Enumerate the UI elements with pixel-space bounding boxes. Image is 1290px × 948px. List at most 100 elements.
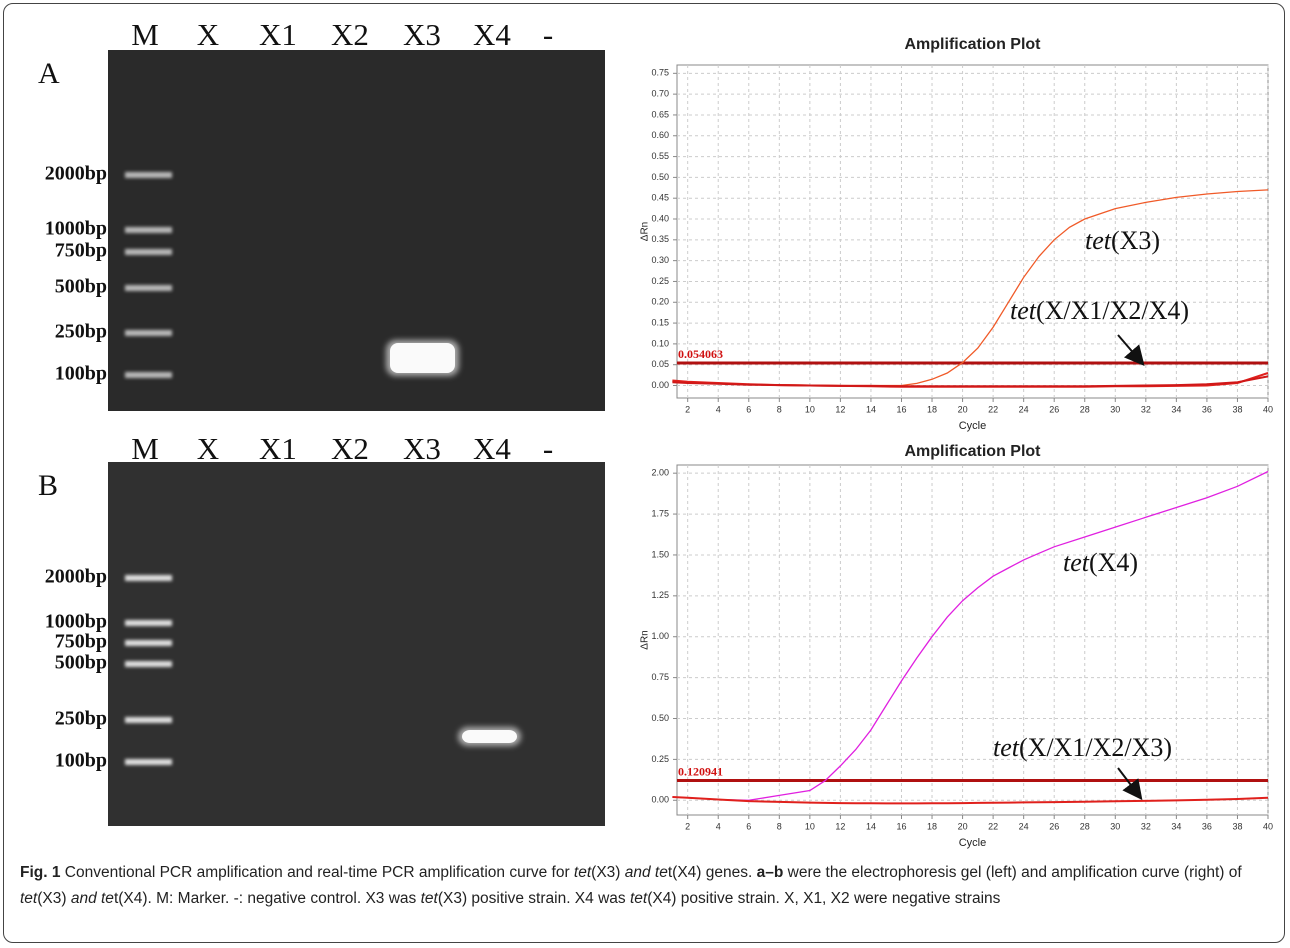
x-tick-label: 36 [1202, 404, 1212, 414]
size-label: 1000bp [45, 611, 107, 633]
ladder-band [125, 227, 172, 233]
caption-text: t(X4) genes. [668, 864, 757, 881]
size-label: 750bp [55, 631, 107, 653]
chart-title: Amplification Plot [905, 36, 1042, 53]
y-tick-label: 0.75 [651, 672, 669, 682]
y-tick-label: 1.50 [651, 549, 669, 559]
ladder-band [125, 372, 172, 378]
y-axis-label: ΔRn [640, 630, 651, 649]
caption-text: (X3) [591, 864, 625, 881]
ladder-band [125, 172, 172, 178]
caption-text: tet [574, 864, 591, 881]
size-label: 1000bp [45, 218, 107, 240]
x-tick-label: 40 [1263, 821, 1273, 831]
caption-text: and te [71, 890, 114, 907]
gel-image [108, 462, 605, 826]
x-tick-label: 24 [1019, 404, 1029, 414]
annotation-target: (X3) [1111, 226, 1160, 255]
annotation-gene: tet [1063, 548, 1090, 577]
annotation-gene: tet [1085, 226, 1112, 255]
x-tick-label: 6 [746, 821, 751, 831]
dna-band [462, 730, 517, 743]
ladder-band [125, 640, 172, 646]
lane-label: - [543, 17, 553, 52]
x-tick-label: 24 [1019, 821, 1029, 831]
lane-label: X1 [259, 17, 297, 52]
y-tick-label: 0.35 [651, 234, 669, 244]
x-tick-label: 12 [835, 404, 845, 414]
x-tick-label: 12 [835, 821, 845, 831]
y-tick-label: 0.70 [651, 89, 669, 99]
x-tick-label: 30 [1110, 821, 1120, 831]
ladder-band [125, 285, 172, 291]
annotation-target: (X4) [1089, 548, 1138, 577]
y-tick-label: 0.30 [651, 255, 669, 265]
caption-text: tet [20, 890, 37, 907]
lane-label: X [197, 431, 219, 466]
ladder-band [125, 717, 172, 723]
x-tick-label: 32 [1141, 821, 1151, 831]
annotation-target: (X/X1/X2/X3) [1019, 733, 1172, 762]
x-tick-label: 2 [685, 404, 690, 414]
size-label: 2000bp [45, 163, 107, 185]
x-tick-label: 2 [685, 821, 690, 831]
annotation: tet(X4) [1063, 548, 1138, 577]
y-tick-label: 0.40 [651, 213, 669, 223]
x-tick-label: 34 [1171, 404, 1181, 414]
dna-band [390, 343, 455, 373]
y-tick-label: 0.20 [651, 297, 669, 307]
chart-title: Amplification Plot [905, 443, 1042, 460]
x-tick-label: 32 [1141, 404, 1151, 414]
caption-text: and te [625, 864, 668, 881]
x-tick-label: 22 [988, 404, 998, 414]
x-tick-label: 40 [1263, 404, 1273, 414]
x-tick-label: 6 [746, 404, 751, 414]
y-tick-label: 0.05 [651, 359, 669, 369]
ladder-band [125, 759, 172, 765]
y-tick-label: 0.25 [651, 276, 669, 286]
annotation: tet(X/X1/X2/X3) [993, 733, 1172, 762]
lane-label: X3 [403, 17, 441, 52]
gel-image [108, 50, 605, 411]
lane-label: X1 [259, 431, 297, 466]
plot-area [677, 465, 1268, 815]
size-label: 100bp [55, 363, 107, 385]
x-tick-label: 22 [988, 821, 998, 831]
x-tick-label: 26 [1049, 821, 1059, 831]
caption-text: were the electrophoresis gel (left) and … [783, 864, 1241, 881]
annotation-gene: tet [993, 733, 1020, 762]
y-tick-label: 0.60 [651, 130, 669, 140]
lane-label: - [543, 431, 553, 466]
caption-text: t(X4). M: Marker. -: negative control. X… [114, 890, 421, 907]
caption-text: (X3) [37, 890, 71, 907]
x-tick-label: 8 [777, 821, 782, 831]
caption-text: (X3) positive strain. X4 was [438, 890, 630, 907]
y-tick-label: 0.15 [651, 317, 669, 327]
x-tick-label: 14 [866, 821, 876, 831]
x-tick-label: 36 [1202, 821, 1212, 831]
caption-text: Conventional PCR amplification and real-… [60, 864, 573, 881]
caption-text: (X4) positive strain. X, X1, X2 were neg… [647, 890, 1000, 907]
lane-label: M [131, 17, 159, 52]
ladder-band [125, 249, 172, 255]
annotation: tet(X3) [1085, 226, 1160, 255]
y-tick-label: 0.00 [651, 380, 669, 390]
caption-text: a–b [757, 864, 784, 881]
x-tick-label: 8 [777, 404, 782, 414]
x-axis-label: Cycle [959, 420, 987, 432]
size-label: 500bp [55, 276, 107, 298]
x-tick-label: 20 [958, 404, 968, 414]
y-axis-label: ΔRn [640, 222, 651, 241]
annotation: tet(X/X1/X2/X4) [1010, 296, 1189, 325]
y-tick-label: 0.55 [651, 151, 669, 161]
lane-label: X2 [331, 17, 369, 52]
lane-label: X4 [473, 17, 511, 52]
lane-label: M [131, 431, 159, 466]
size-label: 2000bp [45, 566, 107, 588]
caption-label: Fig. 1 [20, 864, 60, 881]
x-tick-label: 28 [1080, 821, 1090, 831]
lane-label: X3 [403, 431, 441, 466]
size-label: 250bp [55, 321, 107, 343]
annotation-target: (X/X1/X2/X4) [1036, 296, 1189, 325]
y-tick-label: 1.25 [651, 590, 669, 600]
